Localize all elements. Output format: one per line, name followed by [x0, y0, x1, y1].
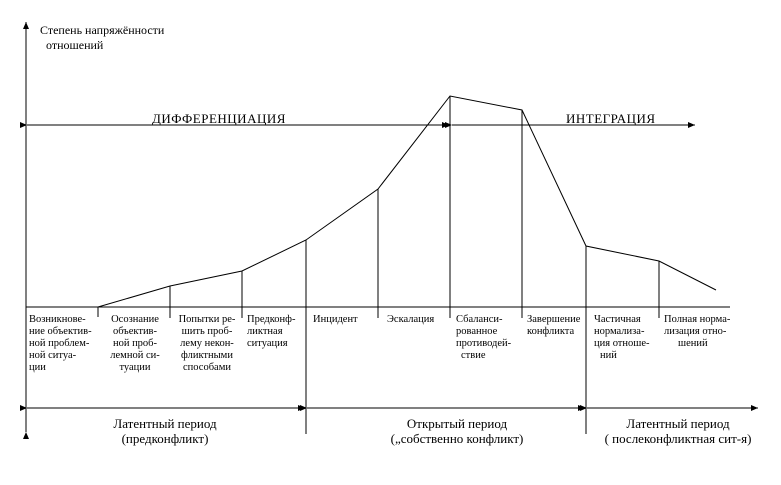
- stage-line: Завершение: [527, 314, 581, 325]
- stage-preconflict-label: Предконф- ликтная ситуация: [247, 314, 295, 350]
- period-line2: ( послеконфликтная сит-я): [604, 431, 752, 446]
- differentiation-label: ДИФФЕРЕНЦИАЦИЯ: [152, 111, 286, 126]
- stage-line: лизация отно-: [664, 326, 727, 337]
- stage-line: противодей-: [456, 338, 512, 349]
- stage-line: туации: [119, 362, 151, 373]
- stage-line: ствие: [461, 350, 486, 361]
- y-axis-label-line1: Степень напряжённости: [40, 23, 165, 37]
- stage-attempts-label: Попытки ре- шить проб- лему некон- фликт…: [173, 314, 241, 374]
- stage-line: объектив-: [112, 326, 158, 337]
- stage-line: рованное: [456, 326, 498, 337]
- stage-line: Полная норма-: [664, 314, 731, 325]
- stage-line: Возникнове-: [29, 314, 86, 325]
- stage-line: Инцидент: [313, 314, 358, 325]
- stage-balanced-label: Сбаланси- рованное противодей- ствие: [456, 314, 511, 362]
- stage-line: Предконф-: [247, 314, 296, 325]
- stage-line: ний: [600, 350, 617, 361]
- stage-line: ции: [29, 362, 46, 373]
- stage-line: ликтная: [247, 326, 283, 337]
- tension-curve: [97, 95, 717, 308]
- stage-line: шить проб-: [181, 326, 233, 337]
- stage-line: ной проблем-: [29, 338, 90, 349]
- stage-incident-label: Инцидент: [313, 314, 358, 326]
- stage-line: лему некон-: [180, 338, 234, 349]
- stage-line: Осознание: [111, 314, 159, 325]
- stage-line: шений: [678, 338, 708, 349]
- stage-line: ной проб-: [112, 338, 158, 349]
- stage-line: ние объектив-: [29, 326, 92, 337]
- period-line1: Открытый период: [406, 416, 508, 431]
- period-latent-pre-label: Латентный период (предконфликт): [60, 416, 270, 446]
- stage-completion-label: Завершение конфликта: [527, 314, 580, 338]
- stage-line: Попытки ре-: [178, 314, 236, 325]
- stage-line: нормализа-: [594, 326, 645, 337]
- period-line2: (предконфликт): [121, 431, 209, 446]
- stage-emergence-label: Возникнове- ние объектив- ной проблем- н…: [29, 314, 92, 374]
- period-line1: Латентный период: [113, 416, 217, 431]
- period-line1: Латентный период: [626, 416, 730, 431]
- stage-line: способами: [183, 362, 231, 373]
- period-open-label: Открытый период („собственно конфликт): [352, 416, 562, 446]
- stage-line: ной ситуа-: [29, 350, 77, 361]
- stage-line: конфликта: [527, 326, 575, 337]
- stage-line: лемной си-: [110, 350, 160, 361]
- stage-awareness-label: Осознание объектив- ной проб- лемной си-…: [101, 314, 169, 374]
- integration-label: ИНТЕГРАЦИЯ: [566, 111, 656, 126]
- period-line2: („собственно конфликт): [390, 431, 524, 446]
- stage-line: ция отноше-: [594, 338, 650, 349]
- stage-line: Частичная: [594, 314, 641, 325]
- stage-full-label: Полная норма- лизация отно- шений: [664, 314, 730, 350]
- stage-line: Сбаланси-: [456, 314, 503, 325]
- period-latent-post-label: Латентный период ( послеконфликтная сит-…: [578, 416, 778, 446]
- stage-escalation-label: Эскалация: [387, 314, 434, 326]
- stage-partial-label: Частичная нормализа- ция отноше- ний: [594, 314, 650, 362]
- y-axis-label-line2: отношений: [46, 38, 104, 52]
- stage-line: ситуация: [247, 338, 288, 349]
- stage-line: Эскалация: [387, 314, 435, 325]
- stage-line: фликтными: [181, 350, 233, 361]
